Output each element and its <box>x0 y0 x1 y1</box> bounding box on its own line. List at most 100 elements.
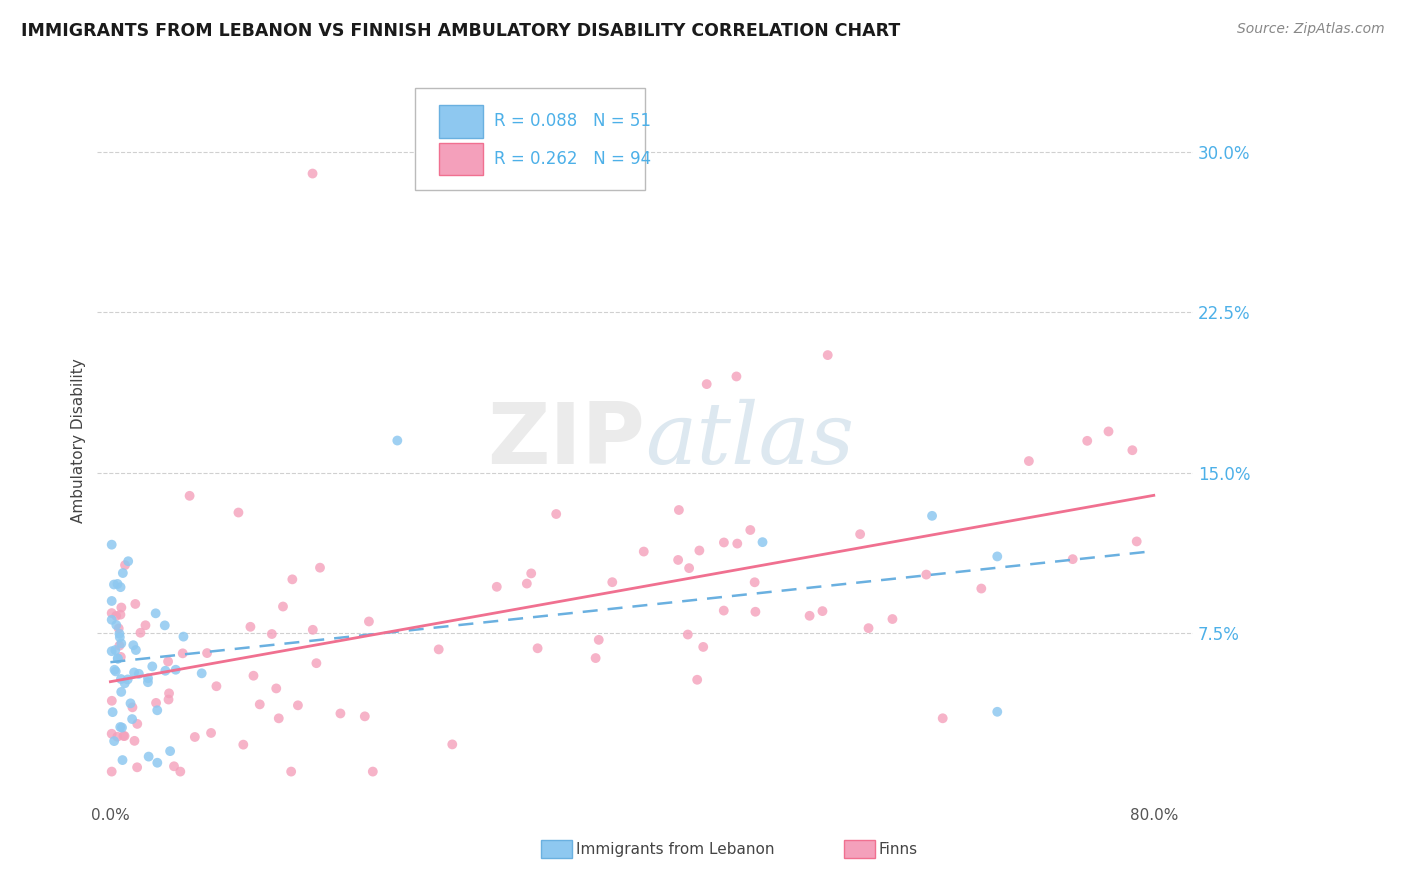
Point <box>200 726 222 740</box>
Point <box>169 764 191 779</box>
Point <box>110 607 132 622</box>
Point <box>108 626 131 640</box>
Point <box>744 605 766 619</box>
Point <box>267 711 290 725</box>
Point <box>228 506 250 520</box>
Point <box>104 643 127 657</box>
Point <box>105 618 128 632</box>
Point <box>129 625 152 640</box>
Point <box>546 507 568 521</box>
Point <box>101 705 124 719</box>
Y-axis label: Ambulatory Disability: Ambulatory Disability <box>72 359 86 523</box>
Point <box>1062 552 1084 566</box>
Point <box>100 613 122 627</box>
Point <box>287 698 309 713</box>
Point <box>110 649 132 664</box>
Point <box>688 543 710 558</box>
Point <box>111 566 134 580</box>
Point <box>817 348 839 362</box>
Point <box>686 673 709 687</box>
Point <box>145 696 167 710</box>
Point <box>153 618 176 632</box>
Point <box>725 369 748 384</box>
Point <box>101 694 124 708</box>
Point <box>1121 443 1143 458</box>
Point <box>112 729 135 743</box>
Point <box>305 656 328 670</box>
Point <box>104 665 127 679</box>
Point <box>117 673 139 687</box>
Point <box>309 560 332 574</box>
Point <box>114 558 136 573</box>
Point <box>427 642 450 657</box>
Point <box>678 561 700 575</box>
Point <box>110 636 132 650</box>
Point <box>157 686 180 700</box>
Point <box>799 608 821 623</box>
Point <box>121 700 143 714</box>
Point <box>136 675 159 690</box>
Point <box>696 377 718 392</box>
Point <box>744 575 766 590</box>
Point <box>329 706 352 721</box>
Point <box>165 663 187 677</box>
Point <box>100 644 122 658</box>
Point <box>100 727 122 741</box>
Point <box>107 577 129 591</box>
Point <box>157 655 180 669</box>
Point <box>357 615 380 629</box>
Point <box>184 730 207 744</box>
Point <box>110 672 132 686</box>
Point <box>676 627 699 641</box>
Point <box>110 580 132 594</box>
Point <box>239 620 262 634</box>
Text: ZIP: ZIP <box>488 399 645 482</box>
Point <box>145 607 167 621</box>
Point <box>127 760 149 774</box>
Point <box>232 738 254 752</box>
Point <box>114 676 136 690</box>
FancyBboxPatch shape <box>439 105 484 137</box>
FancyBboxPatch shape <box>439 143 484 176</box>
Point <box>281 572 304 586</box>
Point <box>134 618 156 632</box>
Point <box>120 696 142 710</box>
Point <box>100 764 122 779</box>
Point <box>600 575 623 590</box>
Point <box>668 503 690 517</box>
Point <box>100 606 122 620</box>
Text: Source: ZipAtlas.com: Source: ZipAtlas.com <box>1237 22 1385 37</box>
FancyBboxPatch shape <box>415 88 645 190</box>
Point <box>108 639 131 653</box>
Point <box>146 703 169 717</box>
Point <box>264 681 287 696</box>
Point <box>124 734 146 748</box>
Point <box>666 553 689 567</box>
Point <box>114 729 136 743</box>
Point <box>353 709 375 723</box>
Point <box>105 730 128 744</box>
Point <box>751 535 773 549</box>
Point <box>110 685 132 699</box>
Text: R = 0.262   N = 94: R = 0.262 N = 94 <box>494 150 651 168</box>
Point <box>159 744 181 758</box>
Text: Finns: Finns <box>879 842 918 856</box>
Point <box>100 594 122 608</box>
Point <box>141 659 163 673</box>
Point <box>205 679 228 693</box>
Point <box>179 489 201 503</box>
Point <box>301 623 323 637</box>
Text: atlas: atlas <box>645 400 855 482</box>
Point <box>117 554 139 568</box>
Point <box>633 544 655 558</box>
Point <box>190 666 212 681</box>
Point <box>588 632 610 647</box>
Point <box>195 646 218 660</box>
Point <box>986 549 1008 564</box>
Point <box>111 721 134 735</box>
Text: IMMIGRANTS FROM LEBANON VS FINNISH AMBULATORY DISABILITY CORRELATION CHART: IMMIGRANTS FROM LEBANON VS FINNISH AMBUL… <box>21 22 900 40</box>
Point <box>110 720 132 734</box>
Point <box>107 651 129 665</box>
Point <box>108 630 131 644</box>
Point <box>100 538 122 552</box>
